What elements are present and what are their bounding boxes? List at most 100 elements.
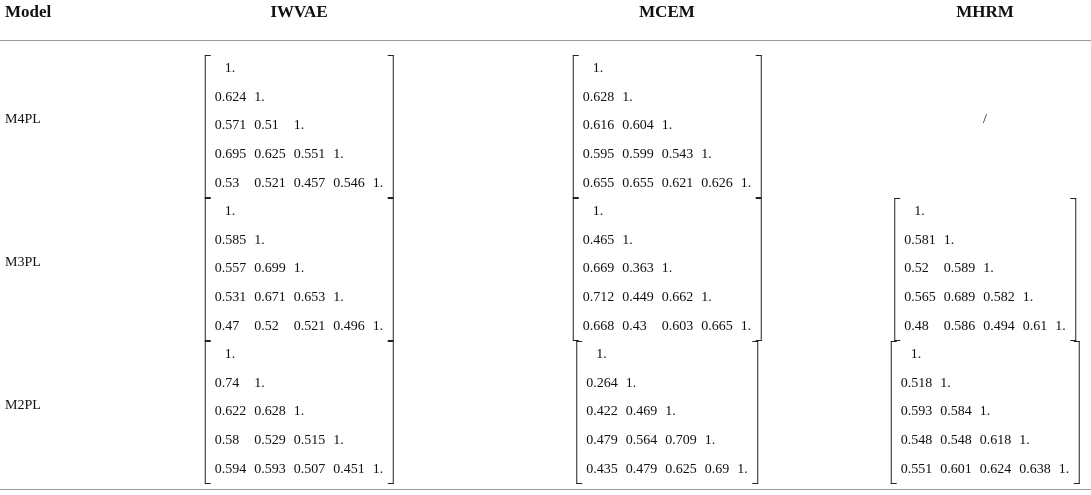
matrix-entry xyxy=(1051,198,1070,227)
matrix-row: 1. xyxy=(897,341,1074,370)
matrix-entry: 0.582 xyxy=(983,290,1015,306)
matrix-entry: 0.51 xyxy=(254,118,279,134)
matrix-row: 0.264 1. xyxy=(582,370,752,399)
matrix-entry xyxy=(618,198,658,227)
matrix-entry: 0.507 xyxy=(293,461,326,477)
matrix-row: 0.422 0.469 1. xyxy=(582,398,752,427)
matrix-entry xyxy=(979,198,1019,227)
matrix-entry: 0.548 xyxy=(940,433,972,449)
matrix-entry: 0.515 xyxy=(293,433,326,449)
matrix-grid: 1. 0.628 1. 0.616 0.604 1. 0.595 0.599 0.543 1. 0.… xyxy=(579,55,756,198)
matrix-entry xyxy=(369,112,388,141)
matrix-entry xyxy=(1019,227,1052,256)
matrix-entry: 0.74 xyxy=(214,375,240,391)
bracket-right xyxy=(387,341,394,484)
matrix-entry: 0.699 xyxy=(254,261,286,277)
matrix-entry xyxy=(1015,398,1055,427)
matrix-entry: 1. xyxy=(740,318,752,334)
bracket-right xyxy=(387,55,394,198)
matrix-entry xyxy=(936,341,976,370)
bracket-left xyxy=(572,198,579,341)
matrix-row: 0.624 1. xyxy=(211,84,388,113)
matrix-row: 1. xyxy=(211,198,388,227)
matrix-entry xyxy=(369,255,388,284)
matrix-entry: 1. xyxy=(224,61,236,77)
matrix-entry xyxy=(1051,255,1070,284)
matrix-entry: 0.69 xyxy=(704,461,730,477)
row-label: M3PL xyxy=(5,254,41,270)
matrix-grid: 1. 0.585 1. 0.557 0.699 1. 0.531 0.671 0.653 1. 0.… xyxy=(211,198,388,341)
matrix-entry: 0.626 xyxy=(701,175,733,191)
matrix-entry: 0.669 xyxy=(582,261,615,277)
matrix-entry xyxy=(1055,427,1074,456)
matrix-entry: 0.593 xyxy=(900,404,933,420)
matrix-entry: 0.548 xyxy=(900,433,933,449)
matrix: 1. 0.628 1. 0.616 0.604 1. 0.595 0.599 0.543 1. 0.… xyxy=(572,55,762,198)
column-header: MCEM xyxy=(639,2,695,21)
matrix-entry xyxy=(369,141,388,170)
bracket-right xyxy=(755,55,762,198)
matrix-entry xyxy=(697,227,737,256)
matrix-entry xyxy=(697,55,737,84)
matrix-entry: 1. xyxy=(704,433,716,449)
matrix-grid: 1. 0.518 1. 0.593 0.584 1. 0.548 0.548 0.618 1. 0.… xyxy=(897,341,1074,484)
matrix-entry xyxy=(329,255,369,284)
matrix-entry: 1. xyxy=(661,261,673,277)
matrix-entry: 0.494 xyxy=(983,318,1015,334)
matrix-entry: 0.565 xyxy=(904,290,936,306)
matrix-entry: 1. xyxy=(622,232,633,248)
matrix-entry: 1. xyxy=(740,175,752,191)
matrix-row: 0.435 0.479 0.625 0.69 1. xyxy=(582,455,752,484)
matrix-entry: 1. xyxy=(372,318,384,334)
matrix-entry: 0.621 xyxy=(661,175,694,191)
matrix-row: 0.551 0.601 0.624 0.638 1. xyxy=(897,455,1074,484)
matrix-entry xyxy=(737,227,756,256)
matrix-entry xyxy=(290,341,330,370)
matrix-entry: 0.546 xyxy=(333,175,365,191)
matrix-entry xyxy=(737,284,756,313)
matrix-row: 0.712 0.449 0.662 1. xyxy=(579,284,756,313)
matrix-row: 0.52 0.589 1. xyxy=(900,255,1070,284)
matrix-entry: 1. xyxy=(1055,318,1066,334)
matrix-entry: 0.689 xyxy=(943,290,976,306)
matrix-entry xyxy=(701,398,734,427)
matrix-row: 1. xyxy=(582,341,752,370)
matrix-entry: 0.601 xyxy=(940,461,972,477)
header-rule xyxy=(0,40,1091,41)
matrix-entry xyxy=(940,198,980,227)
matrix-entry xyxy=(1019,255,1052,284)
matrix-grid: 1. 0.465 1. 0.669 0.363 1. 0.712 0.449 0.662 1. 0.… xyxy=(579,198,756,341)
matrix-entry: 0.625 xyxy=(665,461,697,477)
matrix-entry: 0.624 xyxy=(214,89,247,105)
matrix-entry: 1. xyxy=(983,261,994,277)
matrix-entry: 0.469 xyxy=(625,404,658,420)
matrix-grid: 1. 0.264 1. 0.422 0.469 1. 0.479 0.564 0.709 1. 0.… xyxy=(582,341,752,484)
matrix-entry xyxy=(622,341,662,370)
matrix-entry: 1. xyxy=(1022,290,1034,306)
matrix-entry xyxy=(290,55,330,84)
matrix-entry xyxy=(1015,341,1055,370)
matrix-entry xyxy=(976,341,1016,370)
matrix-entry: 1. xyxy=(737,461,748,477)
matrix-entry xyxy=(290,84,330,113)
matrix-entry: 0.551 xyxy=(293,147,326,163)
matrix-entry: 1. xyxy=(333,147,344,163)
matrix-entry xyxy=(369,284,388,313)
matrix-entry: 1. xyxy=(224,347,236,363)
bracket-right xyxy=(1069,198,1076,341)
bracket-right xyxy=(755,198,762,341)
matrix-entry: 0.599 xyxy=(622,147,654,163)
matrix-entry: 1. xyxy=(701,290,712,306)
matrix-entry xyxy=(369,398,388,427)
matrix-entry: 0.564 xyxy=(625,433,658,449)
matrix-entry: 0.662 xyxy=(661,290,694,306)
matrix-entry: 0.457 xyxy=(293,175,326,191)
bracket-left xyxy=(576,341,583,484)
matrix-entry: 1. xyxy=(293,404,305,420)
matrix-entry xyxy=(290,227,330,256)
matrix-entry: 0.48 xyxy=(904,318,929,334)
matrix-row: 0.593 0.584 1. xyxy=(897,398,1074,427)
matrix: 1. 0.585 1. 0.557 0.699 1. 0.531 0.671 0.653 1. 0.… xyxy=(204,198,394,341)
matrix-entry xyxy=(1055,370,1074,399)
